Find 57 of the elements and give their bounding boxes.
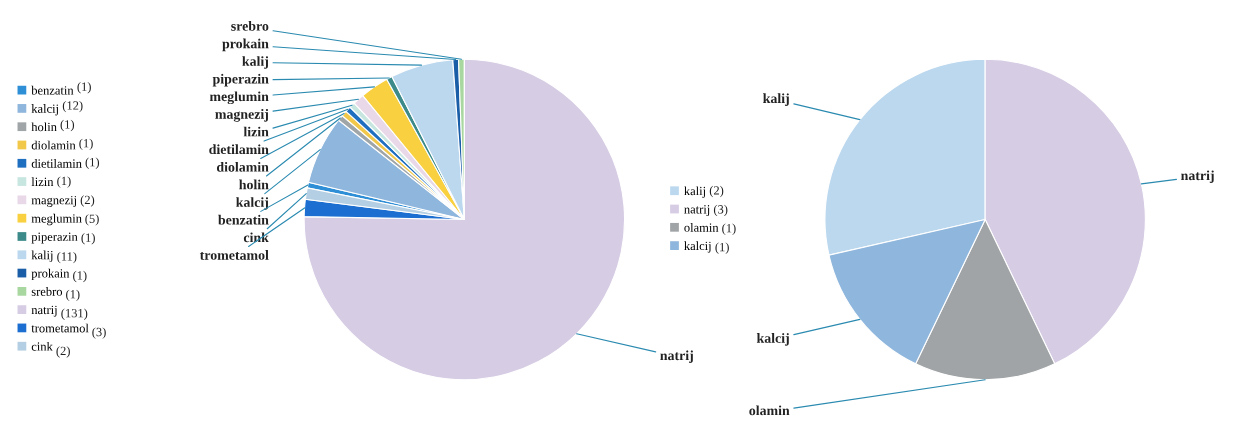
slice-label: lizin: [243, 126, 269, 137]
legend-label: dietilamin: [31, 158, 82, 168]
slice-label: piperazin: [212, 73, 269, 87]
slice-label: olamin: [749, 405, 790, 416]
data-label: (1): [722, 223, 736, 235]
data-label: (1): [66, 289, 80, 301]
data-label: (12): [62, 100, 83, 113]
legend-label: kalcij: [684, 241, 711, 253]
legend-label: cink: [31, 341, 53, 351]
data-label: (1): [57, 176, 71, 188]
data-label: (11): [57, 251, 77, 264]
legend-label: kalij: [684, 186, 706, 198]
slice-label: kalij: [242, 56, 269, 69]
slice-label: dietilamin: [209, 144, 269, 155]
pie-slice: [303, 58, 626, 381]
slice-label: meglumin: [209, 91, 269, 105]
data-label: (1): [77, 82, 91, 94]
slice-label: magnezij: [215, 109, 269, 122]
slice-label: natrij: [1181, 170, 1214, 184]
slice-label: natrij: [660, 350, 693, 363]
legend-label: natrij: [31, 305, 57, 317]
legend-label: magnezij: [31, 195, 77, 207]
slice-label: benzatin: [218, 214, 269, 225]
data-label: (3): [713, 204, 728, 217]
legend-label: meglumin: [31, 213, 82, 226]
data-label: (2): [709, 185, 724, 198]
slice-label: diolamin: [216, 161, 269, 172]
legend-label: olamin: [684, 223, 719, 232]
legend-label: srebro: [31, 287, 63, 296]
data-label: (1): [85, 157, 100, 169]
legend-label: lizin: [31, 177, 54, 186]
data-label: (1): [60, 119, 75, 132]
slice-label: holin: [239, 179, 269, 190]
legend-label: diolamin: [31, 140, 76, 150]
data-label: (2): [80, 195, 95, 207]
slice-label: prokain: [222, 38, 269, 52]
data-label: (1): [73, 270, 87, 283]
data-label: (1): [715, 242, 729, 254]
slice-label: kalcij: [756, 333, 789, 346]
legend-label: trometamol: [31, 323, 89, 333]
slice-label: srebro: [231, 20, 269, 31]
data-label: (5): [85, 214, 99, 226]
slice-label: kalij: [763, 93, 789, 106]
legend-label: benzatin: [31, 85, 74, 95]
data-label: (131): [61, 308, 88, 320]
data-label: (3): [92, 327, 106, 339]
data-label: (1): [81, 233, 95, 245]
legend-label: holin: [31, 122, 57, 132]
legend-label: natrij: [684, 205, 710, 217]
slice-label: kalcij: [236, 197, 269, 210]
legend-label: prokain: [31, 268, 70, 281]
data-label: (1): [79, 138, 93, 150]
legend-label: kalij: [31, 250, 53, 262]
legend-label: piperazin: [31, 232, 78, 244]
slice-label: trometamol: [199, 250, 269, 260]
legend-label: kalcij: [31, 104, 58, 116]
data-label: (2): [56, 346, 70, 358]
